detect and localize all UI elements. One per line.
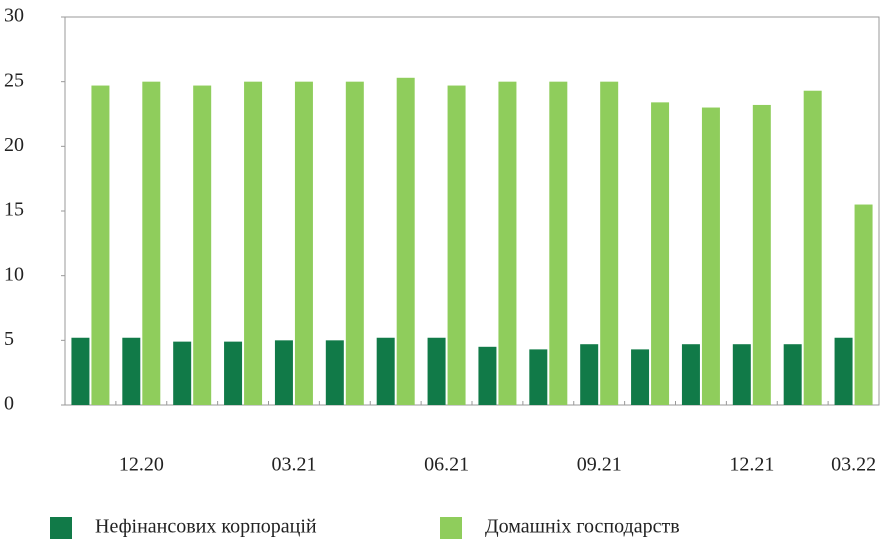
x-tick-label: 03.21 — [271, 454, 316, 476]
legend-swatch — [50, 517, 72, 539]
bar — [91, 85, 110, 406]
bar — [71, 337, 90, 405]
bar — [529, 349, 548, 405]
bar — [244, 81, 263, 406]
bar — [681, 344, 700, 405]
bar — [224, 341, 243, 405]
y-tick-label: 25 — [4, 69, 24, 91]
bar — [752, 104, 771, 406]
bar — [478, 346, 497, 405]
y-tick-label: 30 — [4, 5, 24, 27]
legend-label: Нефінансових корпорацій — [95, 516, 317, 538]
x-tick-label: 06.21 — [424, 454, 469, 476]
x-tick-label: 12.20 — [119, 454, 164, 476]
bar — [549, 81, 568, 406]
bar — [701, 107, 720, 406]
bar — [294, 81, 313, 406]
bar — [142, 81, 161, 406]
bar — [396, 77, 415, 405]
bar — [834, 337, 853, 405]
bar — [325, 340, 344, 405]
y-tick-label: 15 — [4, 199, 24, 221]
bar — [631, 349, 650, 405]
bar — [345, 81, 364, 406]
bar — [173, 341, 192, 405]
bar — [193, 85, 212, 406]
bar — [122, 337, 141, 405]
x-tick-label: 03.22 — [831, 454, 876, 476]
y-tick-label: 0 — [4, 393, 14, 415]
bar — [427, 337, 446, 405]
bar — [803, 90, 822, 405]
y-tick-label: 5 — [4, 328, 14, 350]
bar — [651, 102, 670, 406]
bar — [376, 337, 395, 405]
y-tick-label: 20 — [4, 134, 24, 156]
bar — [783, 344, 802, 405]
legend-swatch — [440, 517, 462, 539]
bar — [274, 340, 293, 405]
bar — [498, 81, 517, 406]
y-tick-label: 10 — [4, 263, 24, 285]
x-tick-label: 12.21 — [729, 454, 774, 476]
bar — [600, 81, 619, 406]
bar — [447, 85, 466, 406]
bar — [732, 344, 751, 405]
bar — [854, 204, 873, 405]
legend-label: Домашніх господарств — [485, 516, 680, 538]
bar — [580, 344, 599, 405]
x-tick-label: 09.21 — [577, 454, 622, 476]
